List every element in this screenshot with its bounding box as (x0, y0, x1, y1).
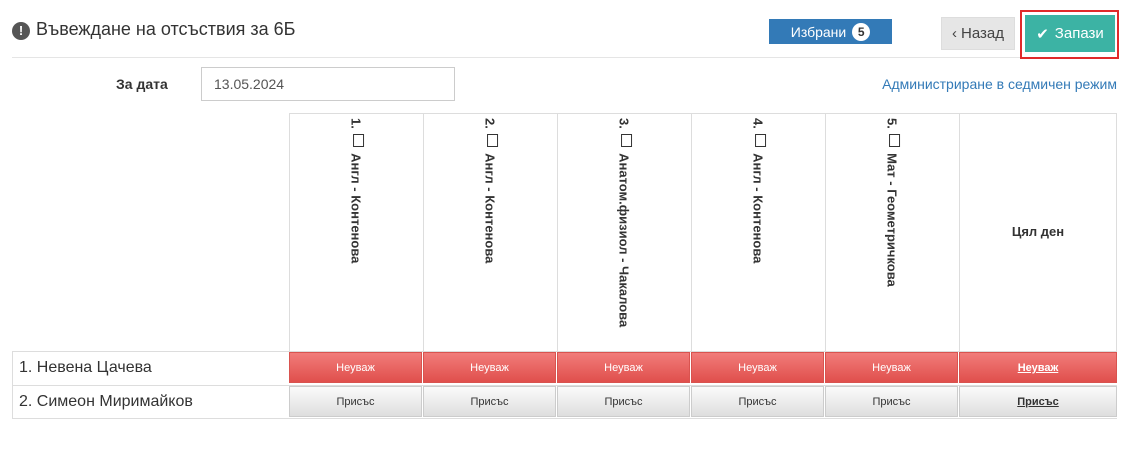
column-number: 3. (616, 118, 632, 129)
weekly-admin-link[interactable]: Администриране в седмичен режим (882, 76, 1117, 92)
absence-cell[interactable]: Неуваж (557, 352, 690, 383)
absence-cell[interactable]: Неуваж (825, 352, 958, 383)
save-button[interactable]: ✔ Запази (1025, 15, 1115, 52)
table-row: 2. Симеон Миримайков Присъс Присъс Присъ… (12, 385, 1117, 419)
book-icon (487, 134, 499, 148)
absence-cell[interactable]: Присъс (825, 386, 958, 417)
column-header-5: 5. Мат - Геометричкова (825, 113, 960, 352)
absence-cell[interactable]: Неуваж (423, 352, 556, 383)
column-number: 2. (482, 118, 498, 129)
column-number: 4. (750, 118, 766, 129)
absence-cell[interactable]: Присъс (423, 386, 556, 417)
selected-count-badge: 5 (852, 22, 871, 41)
page-title: Въвеждане на отсъствия за 6Б (36, 19, 296, 39)
save-label: Запази (1054, 25, 1104, 42)
selected-label: Избрани (790, 23, 847, 40)
column-number: 5. (884, 118, 900, 129)
date-label: За дата (116, 76, 168, 92)
absence-cell[interactable]: Неуваж (691, 352, 824, 383)
table-row: 1. Невена Цачева Неуваж Неуваж Неуваж Не… (12, 351, 1117, 385)
absence-cell[interactable]: Неуваж (289, 352, 422, 383)
column-label: Англ - Контенова (750, 153, 766, 264)
absence-cell[interactable]: Присъс (289, 386, 422, 417)
absence-grid: 1. Англ - Контенова 2. Англ - Контенова … (12, 113, 1117, 419)
grid-divider (12, 418, 1117, 419)
book-icon (353, 134, 365, 148)
exclamation-circle-icon: ! (12, 22, 30, 40)
back-label: Назад (961, 25, 1004, 42)
book-icon (755, 134, 767, 148)
column-header-fullday: Цял ден (959, 113, 1117, 352)
column-label: Англ - Контенова (482, 153, 498, 264)
student-name: 1. Невена Цачева (12, 352, 289, 385)
fullday-label: Цял ден (1011, 224, 1065, 239)
column-label: Англ - Контенова (348, 153, 364, 264)
date-input[interactable] (201, 67, 455, 101)
column-label: Мат - Геометричкова (884, 153, 900, 287)
book-icon (889, 134, 901, 148)
student-name: 2. Симеон Миримайков (12, 386, 289, 419)
column-header-2: 2. Англ - Контенова (423, 113, 558, 352)
book-icon (621, 134, 633, 148)
absence-cell[interactable]: Присъс (557, 386, 690, 417)
column-header-4: 4. Англ - Контенова (691, 113, 826, 352)
column-label: Анатом.физиол - Чакалова (616, 153, 632, 328)
absence-cell[interactable]: Присъс (691, 386, 824, 417)
chevron-left-icon: ‹ (952, 25, 957, 42)
save-highlight-frame (1020, 10, 1119, 59)
back-button[interactable]: ‹ Назад (941, 17, 1015, 50)
fullday-cell[interactable]: Неуваж (959, 352, 1117, 383)
column-number: 1. (348, 118, 364, 129)
check-icon: ✔ (1036, 25, 1049, 43)
fullday-cell[interactable]: Присъс (959, 386, 1117, 417)
selected-button[interactable]: Избрани 5 (769, 19, 892, 44)
column-header-1: 1. Англ - Контенова (289, 113, 424, 352)
page-header: ! Въвеждане на отсъствия за 6Б Избрани 5… (12, 0, 1119, 59)
column-header-3: 3. Анатом.физиол - Чакалова (557, 113, 692, 352)
